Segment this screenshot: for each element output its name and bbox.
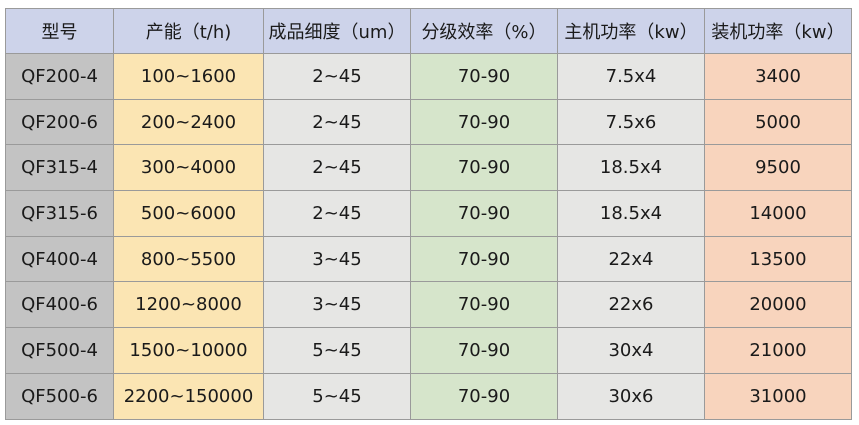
cell-installed-power: 3400 (704, 53, 852, 100)
cell-main-power: 30x6 (557, 372, 705, 420)
cell-efficiency: 70-90 (410, 235, 558, 283)
cell-capacity: 200~2400 (113, 98, 264, 146)
cell-installed-power: 14000 (704, 190, 852, 237)
cell-main-power: 7.5x6 (557, 98, 705, 146)
cell-capacity: 500~6000 (113, 190, 264, 237)
cell-main-power: 18.5x4 (557, 190, 705, 237)
cell-fineness: 2~45 (263, 53, 411, 100)
cell-fineness: 2~45 (263, 190, 411, 237)
cell-installed-power: 20000 (704, 281, 852, 329)
cell-main-power: 22x4 (557, 235, 705, 283)
cell-fineness: 2~45 (263, 144, 411, 192)
cell-capacity: 2200~150000 (113, 372, 264, 420)
cell-efficiency: 70-90 (410, 327, 558, 374)
cell-model: QF400-6 (5, 281, 114, 329)
cell-capacity: 300~4000 (113, 144, 264, 192)
cell-installed-power: 5000 (704, 98, 852, 146)
header-model: 型号 (5, 8, 114, 54)
cell-model: QF315-6 (5, 190, 114, 237)
header-main-power: 主机功率（kw） (557, 8, 705, 54)
cell-capacity: 1500~10000 (113, 327, 264, 374)
cell-model: QF200-6 (5, 98, 114, 146)
header-capacity: 产能（t/h) (113, 8, 264, 54)
table-row: QF400-4 800~5500 3~45 70-90 22x4 13500 (5, 235, 852, 283)
header-efficiency: 分级效率（%） (410, 8, 558, 54)
cell-model: QF400-4 (5, 235, 114, 283)
cell-model: QF500-6 (5, 372, 114, 420)
cell-capacity: 800~5500 (113, 235, 264, 283)
spec-table: 型号 产能（t/h) 成品细度（um） 分级效率（%） 主机功率（kw） 装机功… (5, 8, 852, 420)
cell-fineness: 5~45 (263, 327, 411, 374)
table-row: QF200-4 100~1600 2~45 70-90 7.5x4 3400 (5, 53, 852, 100)
table-row: QF500-4 1500~10000 5~45 70-90 30x4 21000 (5, 327, 852, 374)
cell-fineness: 3~45 (263, 235, 411, 283)
cell-model: QF500-4 (5, 327, 114, 374)
cell-efficiency: 70-90 (410, 144, 558, 192)
table-row: QF400-6 1200~8000 3~45 70-90 22x6 20000 (5, 281, 852, 329)
cell-efficiency: 70-90 (410, 98, 558, 146)
cell-main-power: 18.5x4 (557, 144, 705, 192)
cell-fineness: 5~45 (263, 372, 411, 420)
cell-efficiency: 70-90 (410, 372, 558, 420)
cell-main-power: 22x6 (557, 281, 705, 329)
header-installed-power: 装机功率（kw） (704, 8, 852, 54)
cell-model: QF200-4 (5, 53, 114, 100)
cell-fineness: 2~45 (263, 98, 411, 146)
cell-model: QF315-4 (5, 144, 114, 192)
table-row: QF500-6 2200~150000 5~45 70-90 30x6 31000 (5, 372, 852, 420)
cell-efficiency: 70-90 (410, 281, 558, 329)
cell-capacity: 1200~8000 (113, 281, 264, 329)
cell-installed-power: 13500 (704, 235, 852, 283)
table-row: QF200-6 200~2400 2~45 70-90 7.5x6 5000 (5, 98, 852, 146)
header-fineness: 成品细度（um） (263, 8, 411, 54)
cell-installed-power: 9500 (704, 144, 852, 192)
table-row: QF315-4 300~4000 2~45 70-90 18.5x4 9500 (5, 144, 852, 192)
header-row: 型号 产能（t/h) 成品细度（um） 分级效率（%） 主机功率（kw） 装机功… (5, 8, 852, 54)
cell-installed-power: 21000 (704, 327, 852, 374)
cell-efficiency: 70-90 (410, 53, 558, 100)
cell-fineness: 3~45 (263, 281, 411, 329)
table-row: QF315-6 500~6000 2~45 70-90 18.5x4 14000 (5, 190, 852, 237)
cell-main-power: 7.5x4 (557, 53, 705, 100)
cell-installed-power: 31000 (704, 372, 852, 420)
cell-capacity: 100~1600 (113, 53, 264, 100)
cell-efficiency: 70-90 (410, 190, 558, 237)
cell-main-power: 30x4 (557, 327, 705, 374)
